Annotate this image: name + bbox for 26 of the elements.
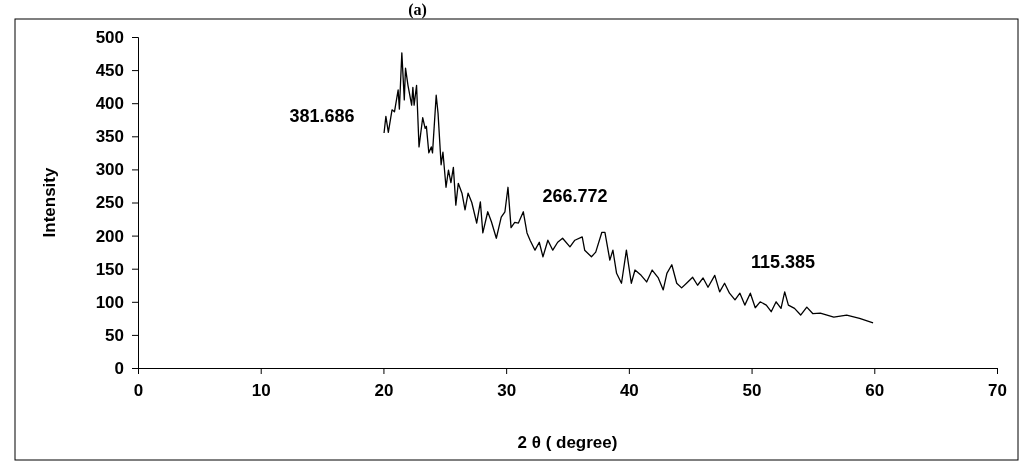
y-axis-title: Intensity bbox=[40, 167, 59, 238]
x-tick-label: 60 bbox=[865, 381, 885, 401]
y-tick-label: 200 bbox=[95, 226, 124, 246]
x-tick-label: 0 bbox=[133, 381, 144, 401]
x-tick-label: 10 bbox=[251, 381, 271, 401]
y-tick-label: 350 bbox=[95, 127, 124, 147]
line-series bbox=[383, 52, 874, 324]
y-tick-label: 250 bbox=[95, 193, 124, 213]
y-tick-label: 500 bbox=[95, 27, 124, 47]
x-tick-label: 30 bbox=[497, 381, 517, 401]
y-tick-label: 400 bbox=[95, 94, 124, 114]
x-axis-title: 2 θ ( degree) bbox=[517, 433, 618, 452]
y-tick-label: 450 bbox=[95, 61, 124, 81]
y-tick-label: 50 bbox=[105, 325, 124, 345]
y-tick-label: 300 bbox=[95, 160, 124, 180]
annotation: 381.686 bbox=[289, 105, 355, 126]
x-tick-label: 50 bbox=[742, 381, 762, 401]
x-tick-label: 40 bbox=[619, 381, 639, 401]
x-tick-label: 70 bbox=[988, 381, 1007, 401]
annotation: 115.385 bbox=[750, 251, 816, 272]
y-tick-label: 100 bbox=[95, 292, 124, 312]
y-tick-label: 0 bbox=[114, 358, 124, 378]
y-tick-label: 150 bbox=[95, 259, 124, 279]
chart-title: (a) bbox=[408, 1, 427, 19]
annotation: 266.772 bbox=[542, 185, 608, 206]
x-tick-label: 20 bbox=[374, 381, 394, 401]
